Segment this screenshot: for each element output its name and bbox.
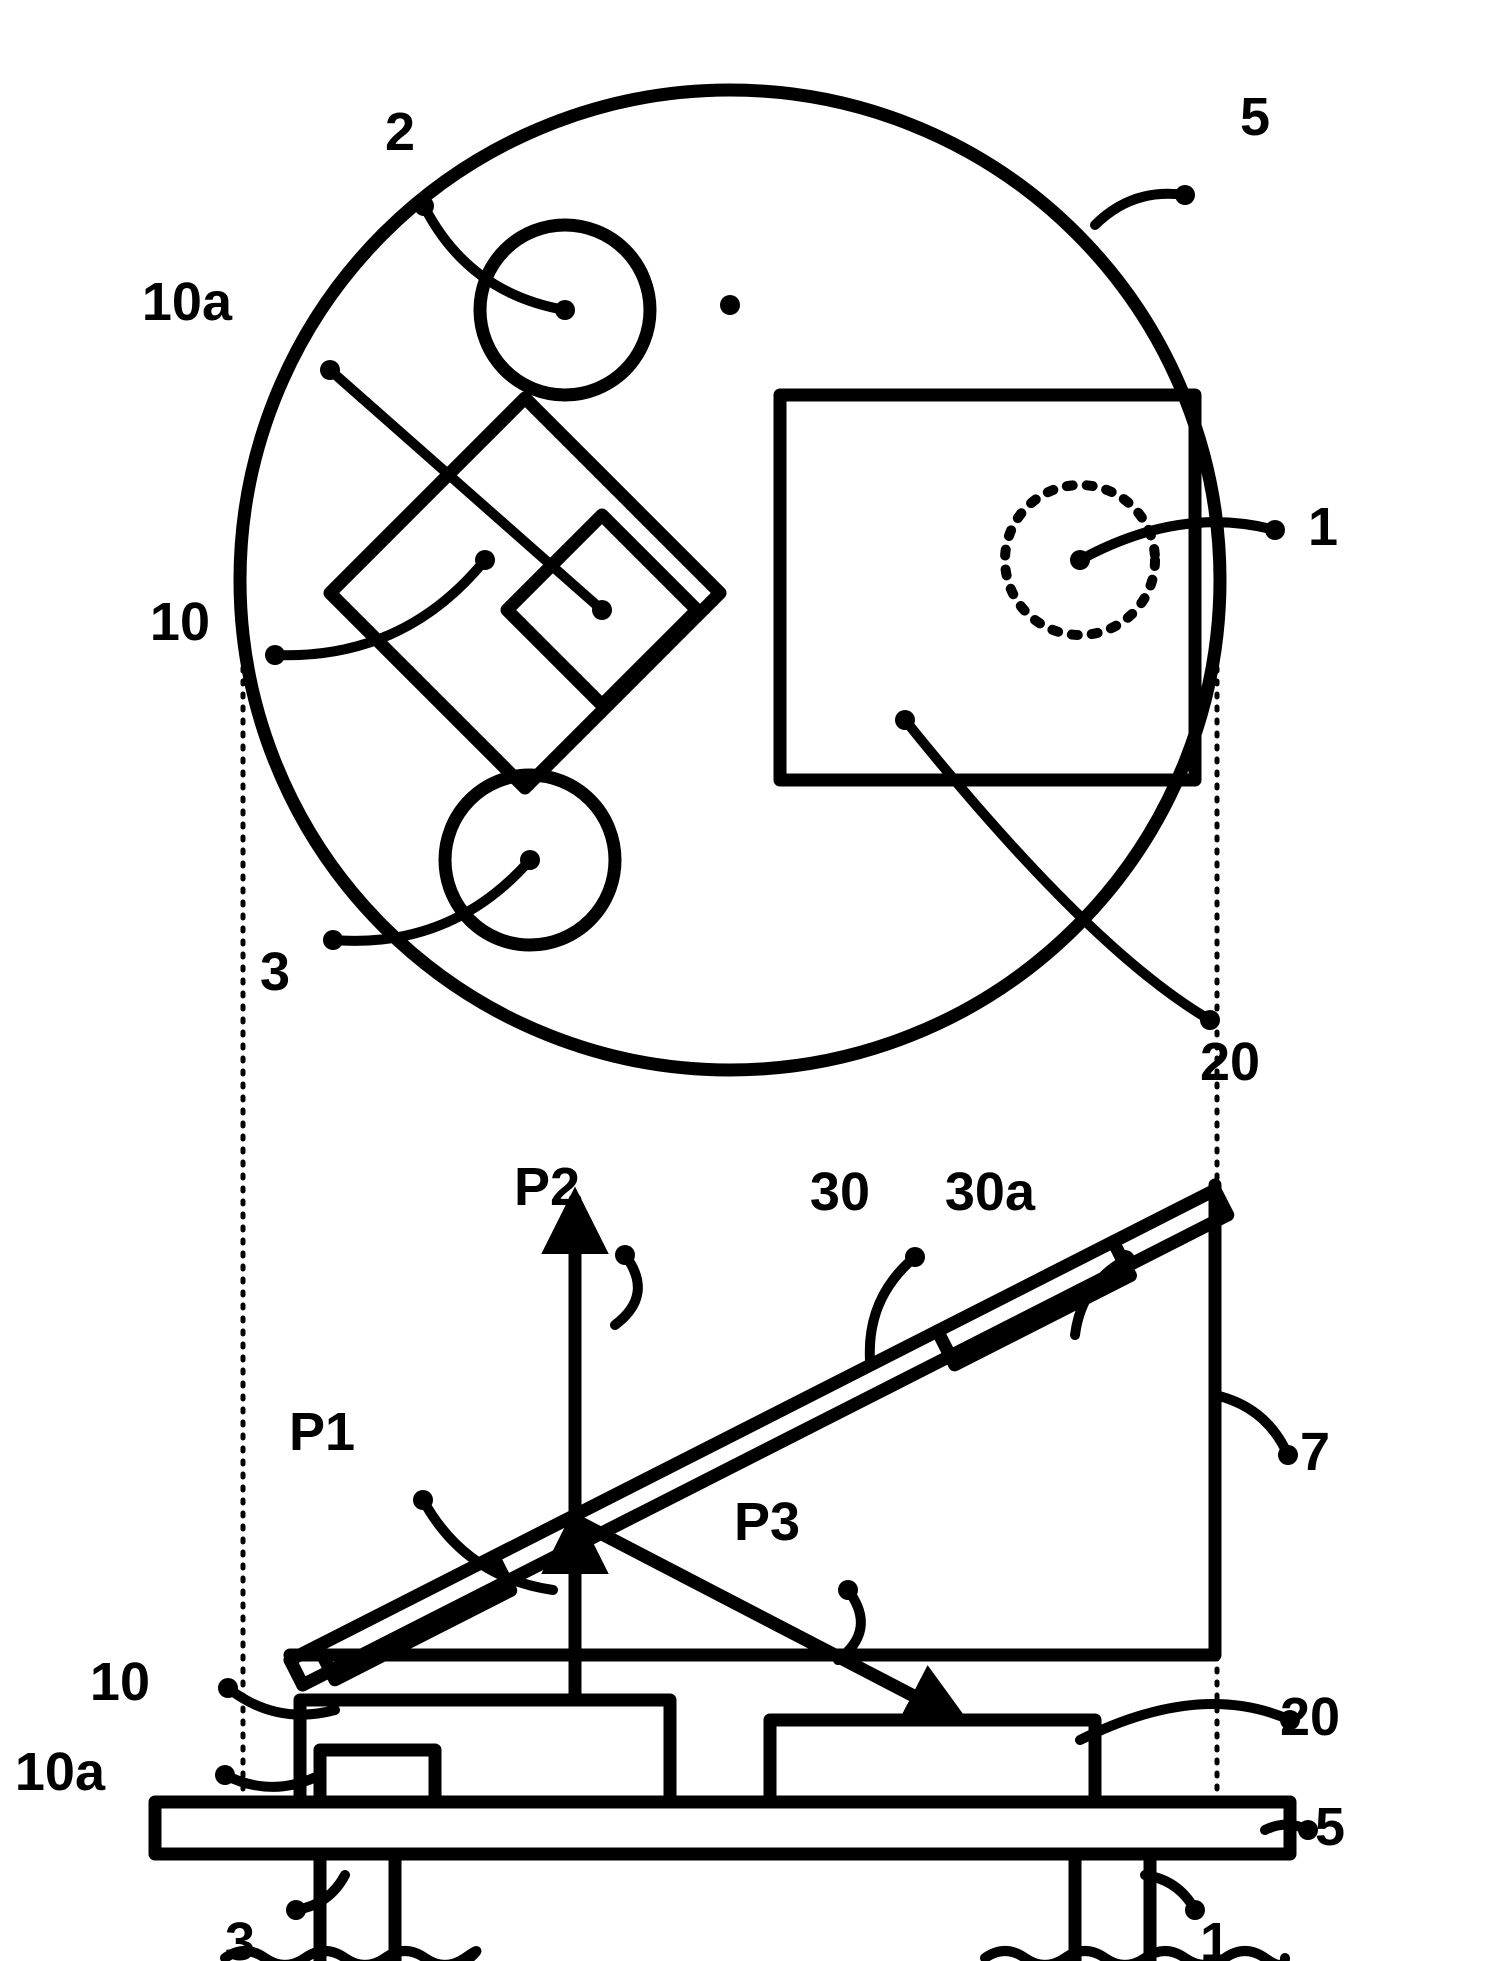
- label-L20: 20: [1200, 1032, 1260, 1092]
- top-circle-5: [240, 90, 1220, 1070]
- label-L1: 1: [1308, 497, 1338, 557]
- label-L10a: 10a: [142, 272, 233, 332]
- label-LP2: P2: [514, 1157, 580, 1217]
- side-leg3: [320, 1854, 395, 1961]
- label-L5b: 5: [1315, 1797, 1345, 1857]
- label-LP1: P1: [289, 1402, 355, 1462]
- side-plane-30-lower: [290, 1190, 1215, 1660]
- label-L10: 10: [150, 592, 210, 652]
- side-box-20: [770, 1720, 1095, 1802]
- label-L30a: 30a: [945, 1162, 1036, 1222]
- side-base-5: [155, 1802, 1290, 1854]
- label-L20b: 20: [1280, 1687, 1340, 1747]
- label-L3b: 3: [225, 1912, 255, 1961]
- label-L5: 5: [1240, 87, 1270, 147]
- side-leg1: [1075, 1854, 1150, 1961]
- label-L3: 3: [260, 942, 290, 1002]
- label-LP3: P3: [734, 1492, 800, 1552]
- side-box-10a: [320, 1750, 435, 1802]
- label-L7: 7: [1300, 1422, 1330, 1482]
- label-L30: 30: [810, 1162, 870, 1222]
- top-rect-20: [780, 395, 1195, 780]
- label-L10a2: 10a: [15, 1742, 106, 1802]
- label-L1b: 1: [1200, 1912, 1230, 1961]
- label-L2: 2: [385, 102, 415, 162]
- label-L10b: 10: [90, 1652, 150, 1712]
